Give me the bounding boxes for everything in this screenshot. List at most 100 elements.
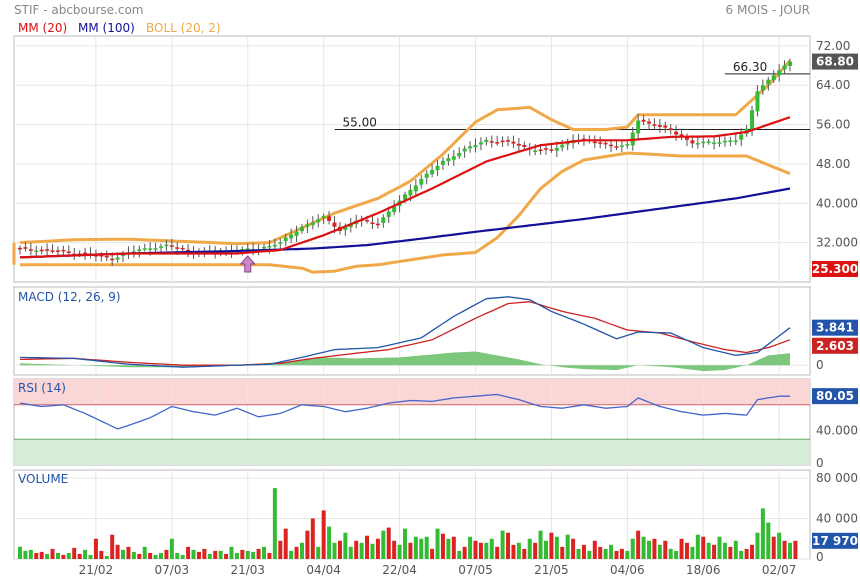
date-tick-label: 21/02 [79,563,114,577]
volume-bar [408,542,413,559]
candle-body [424,173,429,178]
volume-bar [549,532,554,559]
volume-bar [560,546,565,559]
price-tick-label: 72.00 [816,39,850,53]
candle-body [61,249,66,252]
candle-body [766,79,771,85]
candle-body [609,144,614,147]
volume-bar [148,552,153,559]
volume-bar [23,550,28,559]
volume-bar [533,542,538,559]
volume-bar [186,546,191,559]
volume-bar [359,542,364,559]
price-level-label: 55.00 [343,115,377,129]
candle-body [636,120,641,134]
macd-histogram [20,351,790,372]
volume-bar [565,534,570,559]
volume-bar [598,546,603,559]
candle-body [663,125,668,128]
rsi-line [19,393,790,430]
candle-body [543,148,548,150]
volume-bar [739,550,744,559]
candle-body [327,216,332,221]
volume-bar [332,542,337,559]
candle-body [365,219,370,222]
legend-boll: BOLL (20, 2) [146,21,221,35]
price-grid [14,36,810,282]
volume-bar [701,536,706,559]
last-price-tag: 68.80 [816,55,854,69]
candle-body [560,144,565,148]
volume-tags: 17 970 [812,532,858,549]
volume-bar [251,551,256,559]
candle-body [706,141,711,143]
volume-bar [386,527,391,559]
candle-body [549,149,554,151]
volume-bar [576,548,581,559]
price-pane-frame [13,35,811,283]
volume-bar [619,548,624,559]
candle-body [684,136,689,140]
candle-body [500,140,505,143]
candle-body [289,234,294,239]
candle-body [392,206,397,213]
volume-bar [451,536,456,559]
candle-body [701,141,706,144]
legend-volume: VOLUME [18,472,68,486]
volume-bar [110,534,115,559]
boll-lower-line [20,151,791,274]
price-tick-label: 32.000 [816,236,858,250]
candle-body [403,194,407,200]
candle-body [739,134,744,140]
volume-bar [625,550,630,559]
volume-bar [587,550,592,559]
bollinger-bands [12,59,792,274]
candle-body [598,142,603,144]
candle-body [348,223,353,228]
volume-bar [28,549,33,559]
macd-tick-label: 0 [816,358,824,372]
candle-body [495,142,500,144]
ma20-line [19,116,791,259]
candle-body [690,140,695,144]
candle-body [18,247,22,250]
volume-bar [424,536,429,559]
rsi-tags: 80.05 [812,388,858,405]
volume-bar [793,540,798,559]
candle-body [408,189,413,196]
candle-body [50,250,55,252]
volume-bar [256,548,261,559]
volume-bar [196,551,201,559]
volume-bar [435,528,440,559]
volume-tick-label: 0 [816,550,824,564]
rsi-oversold-zone [14,439,810,465]
macd-value-tag-bg [812,319,858,336]
macd-signal-line [19,301,791,366]
candle-body [619,145,624,147]
volume-bar [468,536,473,559]
event-marker [239,255,256,273]
volume-bar [614,550,619,559]
price-tick-label: 64.00 [816,78,850,92]
volume-bar [684,542,689,559]
candle-body [142,248,147,250]
candle-body [110,258,115,261]
volume-bar [511,544,516,559]
rsi-axis-ticks: 40.000 0 [816,424,858,470]
date-tick-label: 04/06 [610,563,645,577]
date-tick-label: 07/03 [155,563,190,577]
volume-bar [50,548,55,559]
macd-histogram-area [20,351,790,372]
candle-body [435,165,440,171]
volume-bar [164,549,169,559]
volume-bar [310,518,315,559]
candle-body [375,223,380,226]
volume-bar [262,546,267,559]
volume-bar [462,546,467,559]
date-axis: 21/02 07/03 21/03 04/04 22/04 07/05 21/05 04/06… [79,563,797,577]
candle-body [674,131,679,135]
volume-bars [18,488,798,559]
candle-body [343,226,348,231]
date-tick-label: 02/07 [762,563,797,577]
legend-ma100: MM (100) [78,21,135,35]
